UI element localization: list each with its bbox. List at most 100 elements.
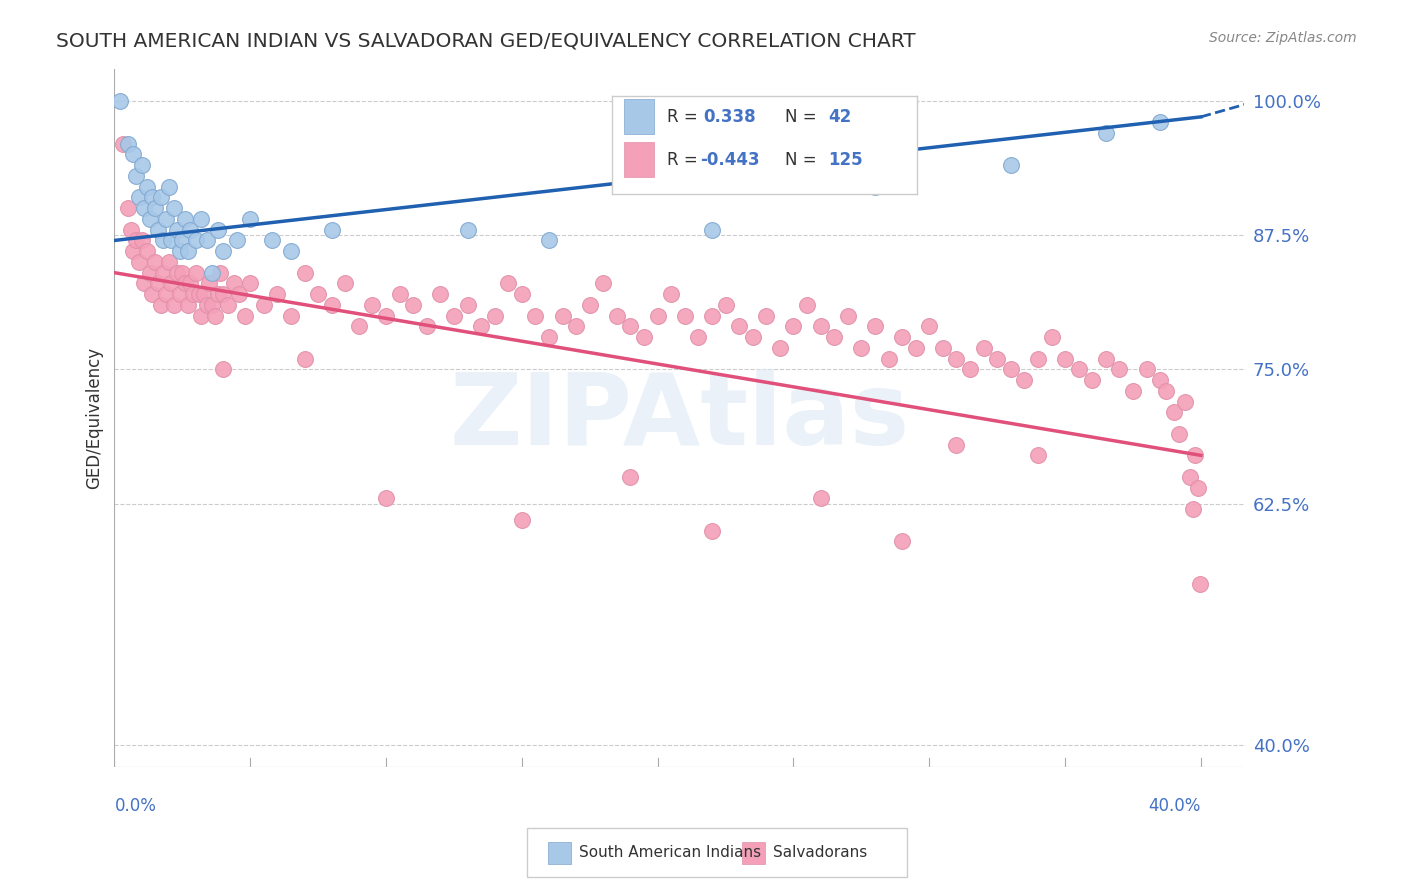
Point [177,244,200,259]
Point [207,287,229,301]
Point [1181,502,1204,516]
Point [837,309,859,323]
Point [146,223,169,237]
Point [1149,115,1171,129]
Point [136,244,159,259]
Point [402,298,425,312]
Point [769,341,792,355]
Point [131,234,153,248]
Point [891,534,914,549]
Point [932,341,955,355]
Point [117,136,139,151]
Point [239,277,262,291]
Point [945,437,967,451]
Point [125,234,148,248]
Point [510,513,533,527]
Point [688,330,710,344]
Point [239,211,262,226]
Point [592,277,614,291]
Point [1168,426,1191,441]
Point [1095,126,1118,140]
Point [184,266,207,280]
Point [163,201,186,215]
Point [160,277,183,291]
Point [619,319,641,334]
Point [193,287,215,301]
Point [810,319,832,334]
Point [179,223,201,237]
Point [457,223,479,237]
Point [810,491,832,506]
Point [1163,405,1185,419]
Point [125,169,148,183]
Point [1174,394,1197,409]
Point [181,287,204,301]
Point [321,298,343,312]
Point [212,287,235,301]
Point [973,341,995,355]
Point [1000,158,1022,172]
Point [190,309,212,323]
Point [225,234,247,248]
Point [606,309,628,323]
Point [172,266,194,280]
Point [218,298,240,312]
Point [260,234,283,248]
Point [375,309,398,323]
Point [700,223,723,237]
Point [375,491,398,506]
Point [201,266,224,280]
Point [294,351,316,366]
Point [891,330,914,344]
Y-axis label: GED/Equivalency: GED/Equivalency [86,347,103,489]
Point [152,266,174,280]
Point [187,287,209,301]
Point [136,179,159,194]
Point [1188,577,1211,591]
Point [149,190,172,204]
Point [443,309,465,323]
Point [959,362,981,376]
Point [163,298,186,312]
Point [457,298,479,312]
Point [157,179,180,194]
Point [537,234,560,248]
Point [141,287,163,301]
Text: 40.0%: 40.0% [1149,797,1201,815]
Point [280,244,302,259]
Point [714,298,737,312]
Point [551,309,574,323]
Point [212,244,235,259]
Point [904,341,927,355]
Point [755,309,778,323]
Point [619,470,641,484]
Point [851,341,873,355]
Point [166,266,188,280]
Point [138,211,160,226]
Point [128,190,150,204]
Point [496,277,519,291]
Text: 0.0%: 0.0% [114,797,156,815]
Point [201,298,224,312]
Point [169,287,191,301]
Point [209,266,232,280]
Point [166,223,188,237]
Point [198,277,221,291]
Point [321,223,343,237]
Point [700,524,723,538]
Point [1026,448,1049,462]
Point [128,255,150,269]
Point [152,234,174,248]
Point [1187,481,1209,495]
Point [361,298,384,312]
Point [633,330,655,344]
Point [149,298,172,312]
Point [172,234,194,248]
Point [1149,373,1171,387]
Point [877,351,900,366]
Point [228,287,250,301]
Point [1014,373,1036,387]
Point [134,201,156,215]
Point [195,234,218,248]
Point [195,298,218,312]
